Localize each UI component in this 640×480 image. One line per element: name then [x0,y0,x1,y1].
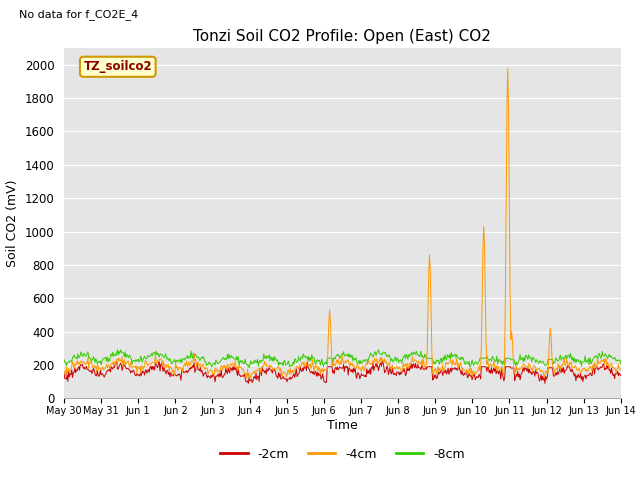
Y-axis label: Soil CO2 (mV): Soil CO2 (mV) [6,180,19,267]
Text: No data for f_CO2E_4: No data for f_CO2E_4 [19,9,139,20]
Title: Tonzi Soil CO2 Profile: Open (East) CO2: Tonzi Soil CO2 Profile: Open (East) CO2 [193,29,492,44]
Text: TZ_soilco2: TZ_soilco2 [83,60,152,73]
X-axis label: Time: Time [327,419,358,432]
Legend: -2cm, -4cm, -8cm: -2cm, -4cm, -8cm [215,443,470,466]
